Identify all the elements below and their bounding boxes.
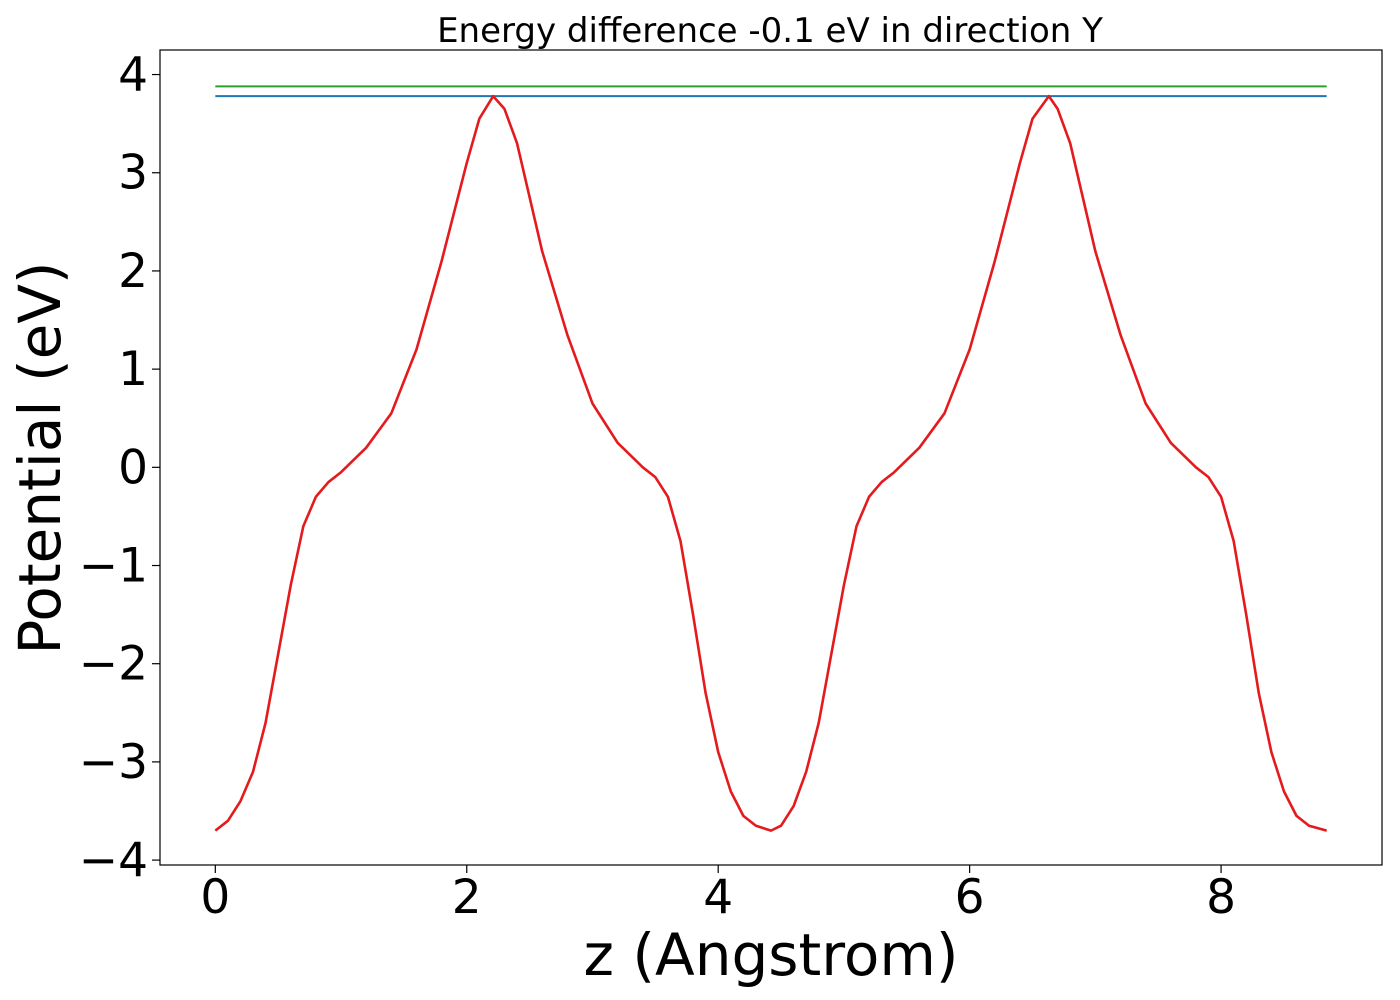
y-tick-label: −2 xyxy=(79,637,148,692)
y-tick-label: −3 xyxy=(79,735,148,790)
x-tick-label: 8 xyxy=(1206,870,1236,925)
y-tick-label: −4 xyxy=(79,833,148,888)
chart-title: Energy difference -0.1 eV in direction Y xyxy=(437,11,1103,51)
series-layer xyxy=(214,85,1328,832)
y-tick-label: 4 xyxy=(118,48,148,103)
x-axis-label: z (Angstrom) xyxy=(584,921,959,989)
y-axis-label: Potential (eV) xyxy=(6,261,74,654)
x-tick-label: 0 xyxy=(200,870,230,925)
y-tick-label: 1 xyxy=(118,342,148,397)
x-axis-ticks: 0 2 4 6 8 xyxy=(200,865,1236,925)
x-tick-label: 2 xyxy=(452,870,482,925)
y-axis-ticks: −4 −3 −2 −1 0 1 2 3 4 xyxy=(79,48,160,888)
y-tick-label: 3 xyxy=(118,146,148,201)
y-tick-label: −1 xyxy=(79,539,148,594)
plot-frame xyxy=(159,49,1383,866)
series-line-3 xyxy=(214,94,1328,832)
y-tick-label: 0 xyxy=(118,440,148,495)
x-tick-label: 6 xyxy=(955,870,985,925)
y-tick-label: 2 xyxy=(118,244,148,299)
x-tick-label: 4 xyxy=(703,870,733,925)
